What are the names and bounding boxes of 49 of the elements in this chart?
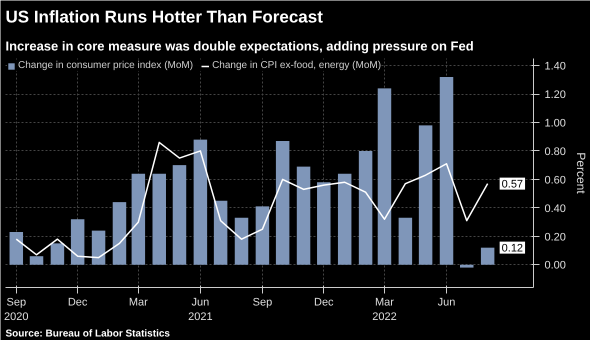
x-tick-label: Sep (252, 296, 272, 308)
y-tick-label: 0.40 (544, 202, 566, 215)
bar (378, 88, 392, 265)
chart-title: US Inflation Runs Hotter Than Forecast (6, 8, 324, 26)
chart-subtitle: Increase in core measure was double expectations, adding pressure on Fed (6, 38, 474, 54)
y-tick-label: 0.00 (544, 260, 566, 272)
bar (234, 218, 248, 265)
bar (112, 202, 126, 265)
bar (480, 248, 494, 265)
bar (10, 232, 24, 265)
bar (358, 150, 372, 265)
y-tick-label: 0.80 (544, 146, 566, 158)
source-note: Source: Bureau of Labor Statistics (6, 328, 170, 340)
x-tick-label: Dec (68, 296, 88, 308)
bar (460, 264, 474, 268)
y-axis-title: Percent (574, 152, 588, 194)
x-tick-label: Jun 2021 (188, 296, 213, 323)
bar (152, 174, 166, 265)
bar (92, 230, 106, 265)
bar (70, 219, 84, 265)
y-tick-label: 0.20 (544, 231, 566, 244)
bar (296, 166, 310, 265)
bar (418, 125, 432, 265)
bar (256, 206, 270, 265)
x-tick-label: Sep 2020 (4, 296, 29, 323)
legend-label: Change in consumer price index (MoM) (18, 60, 194, 71)
bar (50, 243, 64, 265)
y-tick-label: 1.20 (544, 89, 566, 102)
bar (214, 200, 228, 265)
x-tick-label: Jun (438, 296, 456, 308)
y-tick-label: 1.40 (544, 60, 566, 73)
bar (132, 174, 146, 265)
bar (276, 140, 290, 265)
bar (317, 182, 331, 265)
line-series (16, 142, 488, 258)
y-tick-label: 1.00 (544, 118, 566, 130)
annotation: 0.57 (502, 178, 524, 191)
bar (30, 256, 44, 265)
x-tick-label: Mar 2022 (372, 296, 397, 323)
bar (194, 140, 208, 265)
legend-label: Change in CPI ex-food, energy (MoM) (212, 60, 382, 71)
x-tick-label: Mar (128, 296, 148, 308)
bar (398, 218, 412, 265)
bar (172, 165, 186, 265)
bar (440, 76, 454, 265)
x-tick-label: Dec (314, 296, 334, 308)
bar (338, 174, 352, 265)
annotation: 0.12 (502, 242, 524, 255)
y-tick-label: 0.60 (544, 174, 566, 186)
